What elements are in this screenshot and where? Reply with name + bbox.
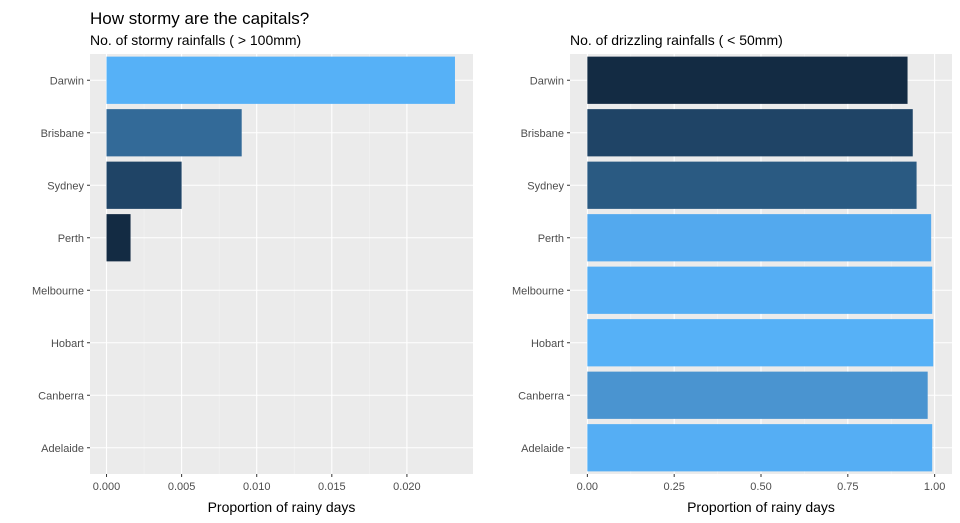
bar-hobart [587, 319, 934, 367]
bar-brisbane [587, 109, 913, 157]
x-tick-label: 1.00 [924, 481, 945, 493]
y-tick-label: Hobart [531, 338, 564, 350]
y-tick-label: Perth [58, 233, 84, 245]
x-tick-label: 0.50 [750, 481, 771, 493]
panel-subtitle: No. of drizzling rainfalls ( < 50mm) [570, 32, 783, 48]
x-tick-label: 0.015 [318, 481, 346, 493]
x-tick-label: 0.010 [243, 481, 271, 493]
x-tick-label: 0.75 [837, 481, 858, 493]
y-tick-label: Adelaide [41, 443, 84, 455]
y-tick-label: Darwin [530, 75, 564, 87]
y-tick-label: Darwin [50, 75, 84, 87]
panels: No. of stormy rainfalls ( > 100mm) Darwin… [32, 32, 952, 515]
y-tick-label: Melbourne [512, 285, 564, 297]
bar-darwin [106, 56, 455, 104]
y-tick-label: Brisbane [521, 128, 564, 140]
bar-darwin [587, 56, 908, 104]
bar-melbourne [587, 266, 933, 314]
y-tick-label: Canberra [38, 390, 85, 402]
y-tick-label: Canberra [518, 390, 565, 402]
bar-sydney [587, 161, 917, 209]
x-tick-label: 0.25 [663, 481, 684, 493]
bar-brisbane [106, 109, 242, 157]
y-tick-label: Brisbane [41, 128, 84, 140]
bar-perth [587, 214, 932, 262]
y-tick-label: Sydney [527, 180, 564, 192]
y-tick-label: Melbourne [32, 285, 84, 297]
x-tick-label: 0.00 [577, 481, 598, 493]
x-tick-label: 0.000 [93, 481, 121, 493]
bar-sydney [106, 161, 182, 209]
y-tick-label: Hobart [51, 338, 84, 350]
x-axis-label: Proportion of rainy days [687, 499, 835, 515]
x-tick-label: 0.020 [393, 481, 421, 493]
bar-perth [106, 214, 131, 262]
y-tick-label: Perth [538, 233, 564, 245]
bar-adelaide [587, 424, 933, 472]
panel-subtitle: No. of stormy rainfalls ( > 100mm) [90, 32, 301, 48]
y-tick-label: Sydney [47, 180, 84, 192]
figure-title: How stormy are the capitals? [90, 9, 309, 28]
x-tick-label: 0.005 [168, 481, 196, 493]
y-tick-label: Adelaide [521, 443, 564, 455]
panel-2: No. of drizzling rainfalls ( < 50mm) Darw… [512, 32, 952, 515]
panel-1: No. of stormy rainfalls ( > 100mm) Darwin… [32, 32, 473, 515]
bar-canberra [587, 371, 928, 419]
x-axis-label: Proportion of rainy days [208, 499, 356, 515]
